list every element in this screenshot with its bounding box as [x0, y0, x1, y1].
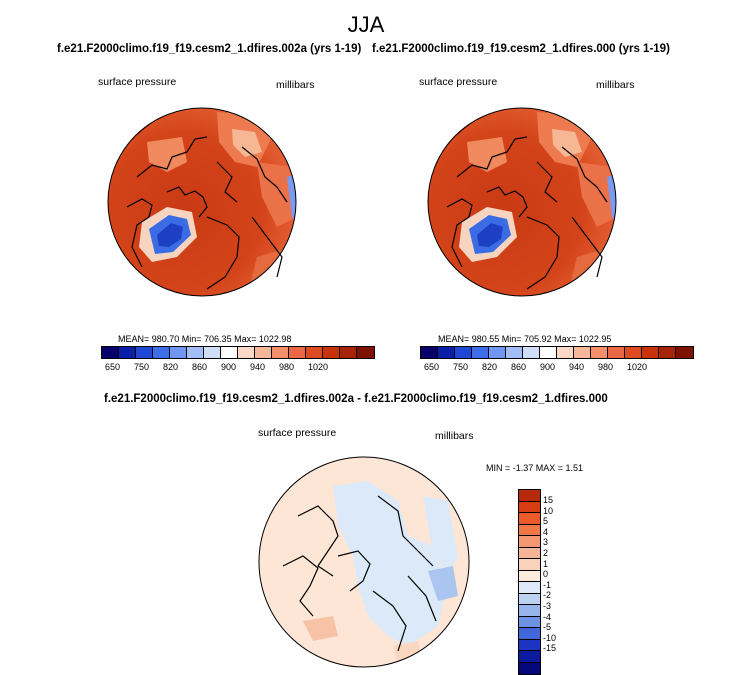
- colorbar-tick-label: 860: [511, 362, 527, 372]
- diff-colorbar-label: 10: [543, 505, 554, 516]
- colorbar-tick-label: 940: [250, 362, 266, 372]
- diff-colorbar-label: 4: [543, 526, 549, 537]
- panel-1-units: millibars: [276, 79, 315, 91]
- colorbar-tick-label: 750: [134, 362, 150, 372]
- diff-colorbar-swatch: [519, 582, 540, 594]
- colorbar-swatch: [540, 347, 557, 358]
- colorbar-tick-label: 860: [192, 362, 208, 372]
- colorbar-swatch: [676, 347, 693, 358]
- panel-2-title: f.e21.F2000climo.f19_f19.cesm2_1.dfires.…: [372, 43, 670, 55]
- diff-colorbar-swatch: [519, 662, 540, 674]
- colorbar-tick-label: 820: [482, 362, 498, 372]
- panel-2-polar-map: [427, 107, 617, 297]
- colorbar-swatch: [238, 347, 255, 358]
- colorbar-swatch: [306, 347, 323, 358]
- colorbar-swatch: [221, 347, 238, 358]
- colorbar-tick-label: 900: [221, 362, 237, 372]
- diff-colorbar-label: 2: [543, 548, 549, 558]
- panel-2-units: millibars: [596, 79, 635, 91]
- diff-colorbar-swatch: [519, 605, 540, 617]
- colorbar-swatch: [153, 347, 170, 358]
- colorbar-tick-label: 1020: [627, 362, 648, 372]
- colorbar-swatch: [472, 347, 489, 358]
- panel-2-colorbar: [420, 346, 694, 359]
- panel-2-variable: surface pressure: [419, 76, 498, 88]
- colorbar-swatch: [170, 347, 187, 358]
- colorbar-tick-label: 980: [598, 362, 614, 372]
- colorbar-swatch: [659, 347, 676, 358]
- diff-colorbar-label: -5: [543, 622, 552, 633]
- colorbar-swatch: [119, 347, 136, 358]
- colorbar-tick-label: 900: [540, 362, 556, 372]
- panel-2-stats: MEAN= 980.55 Min= 705.92 Max= 1022.95: [438, 334, 612, 344]
- colorbar-tick-label: 750: [453, 362, 469, 372]
- diff-colorbar-swatch: [519, 501, 540, 513]
- colorbar-swatch: [506, 347, 523, 358]
- colorbar-tick-label: 1020: [308, 362, 329, 372]
- colorbar-swatch: [357, 347, 374, 358]
- colorbar-swatch: [489, 347, 506, 358]
- diff-colorbar-swatch: [519, 513, 540, 525]
- colorbar-swatch: [523, 347, 540, 358]
- colorbar-swatch: [204, 347, 221, 358]
- colorbar-swatch: [642, 347, 659, 358]
- diff-colorbar-swatch: [519, 628, 540, 640]
- colorbar-swatch: [421, 347, 438, 358]
- colorbar-swatch: [574, 347, 591, 358]
- diff-panel-variable: surface pressure: [258, 427, 337, 439]
- diff-colorbar-swatch: [519, 547, 540, 559]
- colorbar-swatch: [102, 347, 119, 358]
- diff-panel-title: f.e21.F2000climo.f19_f19.cesm2_1.dfires.…: [104, 393, 608, 405]
- diff-colorbar-label: -2: [543, 590, 552, 601]
- colorbar-swatch: [289, 347, 306, 358]
- diff-panel-stats: MIN = -1.37 MAX = 1.51: [486, 463, 584, 473]
- colorbar-swatch: [187, 347, 204, 358]
- diff-colorbar-label: -4: [543, 611, 552, 622]
- panel-1-stats: MEAN= 980.70 Min= 706.35 Max= 1022.98: [118, 334, 292, 344]
- diff-colorbar-label: -10: [543, 632, 557, 643]
- colorbar-swatch: [625, 347, 642, 358]
- diff-colorbar-label: -1: [543, 579, 552, 590]
- diff-colorbar-label: -15: [543, 643, 557, 654]
- diff-colorbar-swatch: [519, 651, 540, 663]
- panel-1-variable: surface pressure: [98, 76, 177, 88]
- diff-colorbar-swatch: [519, 490, 540, 502]
- colorbar-tick-label: 940: [569, 362, 585, 372]
- colorbar-tick-label: 650: [424, 362, 440, 372]
- colorbar-swatch: [272, 347, 289, 358]
- colorbar-swatch: [557, 347, 574, 358]
- diff-colorbar-swatch: [519, 536, 540, 548]
- panel-1-title: f.e21.F2000climo.f19_f19.cesm2_1.dfires.…: [57, 43, 362, 55]
- colorbar-swatch: [255, 347, 272, 358]
- colorbar-swatch: [136, 347, 153, 358]
- panel-1-colorbar: [101, 346, 375, 359]
- colorbar-swatch: [438, 347, 455, 358]
- colorbar-tick-label: 820: [163, 362, 179, 372]
- colorbar-swatch: [608, 347, 625, 358]
- diff-colorbar-swatch: [519, 559, 540, 571]
- diff-colorbar-swatch: [519, 639, 540, 651]
- diff-colorbar: [518, 489, 541, 675]
- colorbar-tick-label: 650: [105, 362, 121, 372]
- season-title: JJA: [347, 12, 385, 37]
- diff-colorbar-label: -3: [543, 601, 552, 611]
- diff-colorbar-swatch: [519, 616, 540, 628]
- colorbar-swatch: [455, 347, 472, 358]
- colorbar-swatch: [591, 347, 608, 358]
- colorbar-swatch: [340, 347, 357, 358]
- diff-colorbar-label: 3: [543, 537, 549, 548]
- diff-colorbar-label: 1: [543, 558, 549, 569]
- diff-polar-map: [258, 456, 470, 668]
- panel-1-polar-map: [107, 107, 297, 297]
- diff-colorbar-label: 5: [543, 516, 549, 527]
- diff-colorbar-swatch: [519, 593, 540, 605]
- colorbar-swatch: [323, 347, 340, 358]
- diff-panel-units: millibars: [435, 430, 474, 442]
- diff-colorbar-label: 15: [543, 495, 554, 505]
- diff-colorbar-swatch: [519, 570, 540, 582]
- diff-colorbar-label: 0: [543, 569, 549, 580]
- diff-colorbar-swatch: [519, 524, 540, 536]
- colorbar-tick-label: 980: [279, 362, 295, 372]
